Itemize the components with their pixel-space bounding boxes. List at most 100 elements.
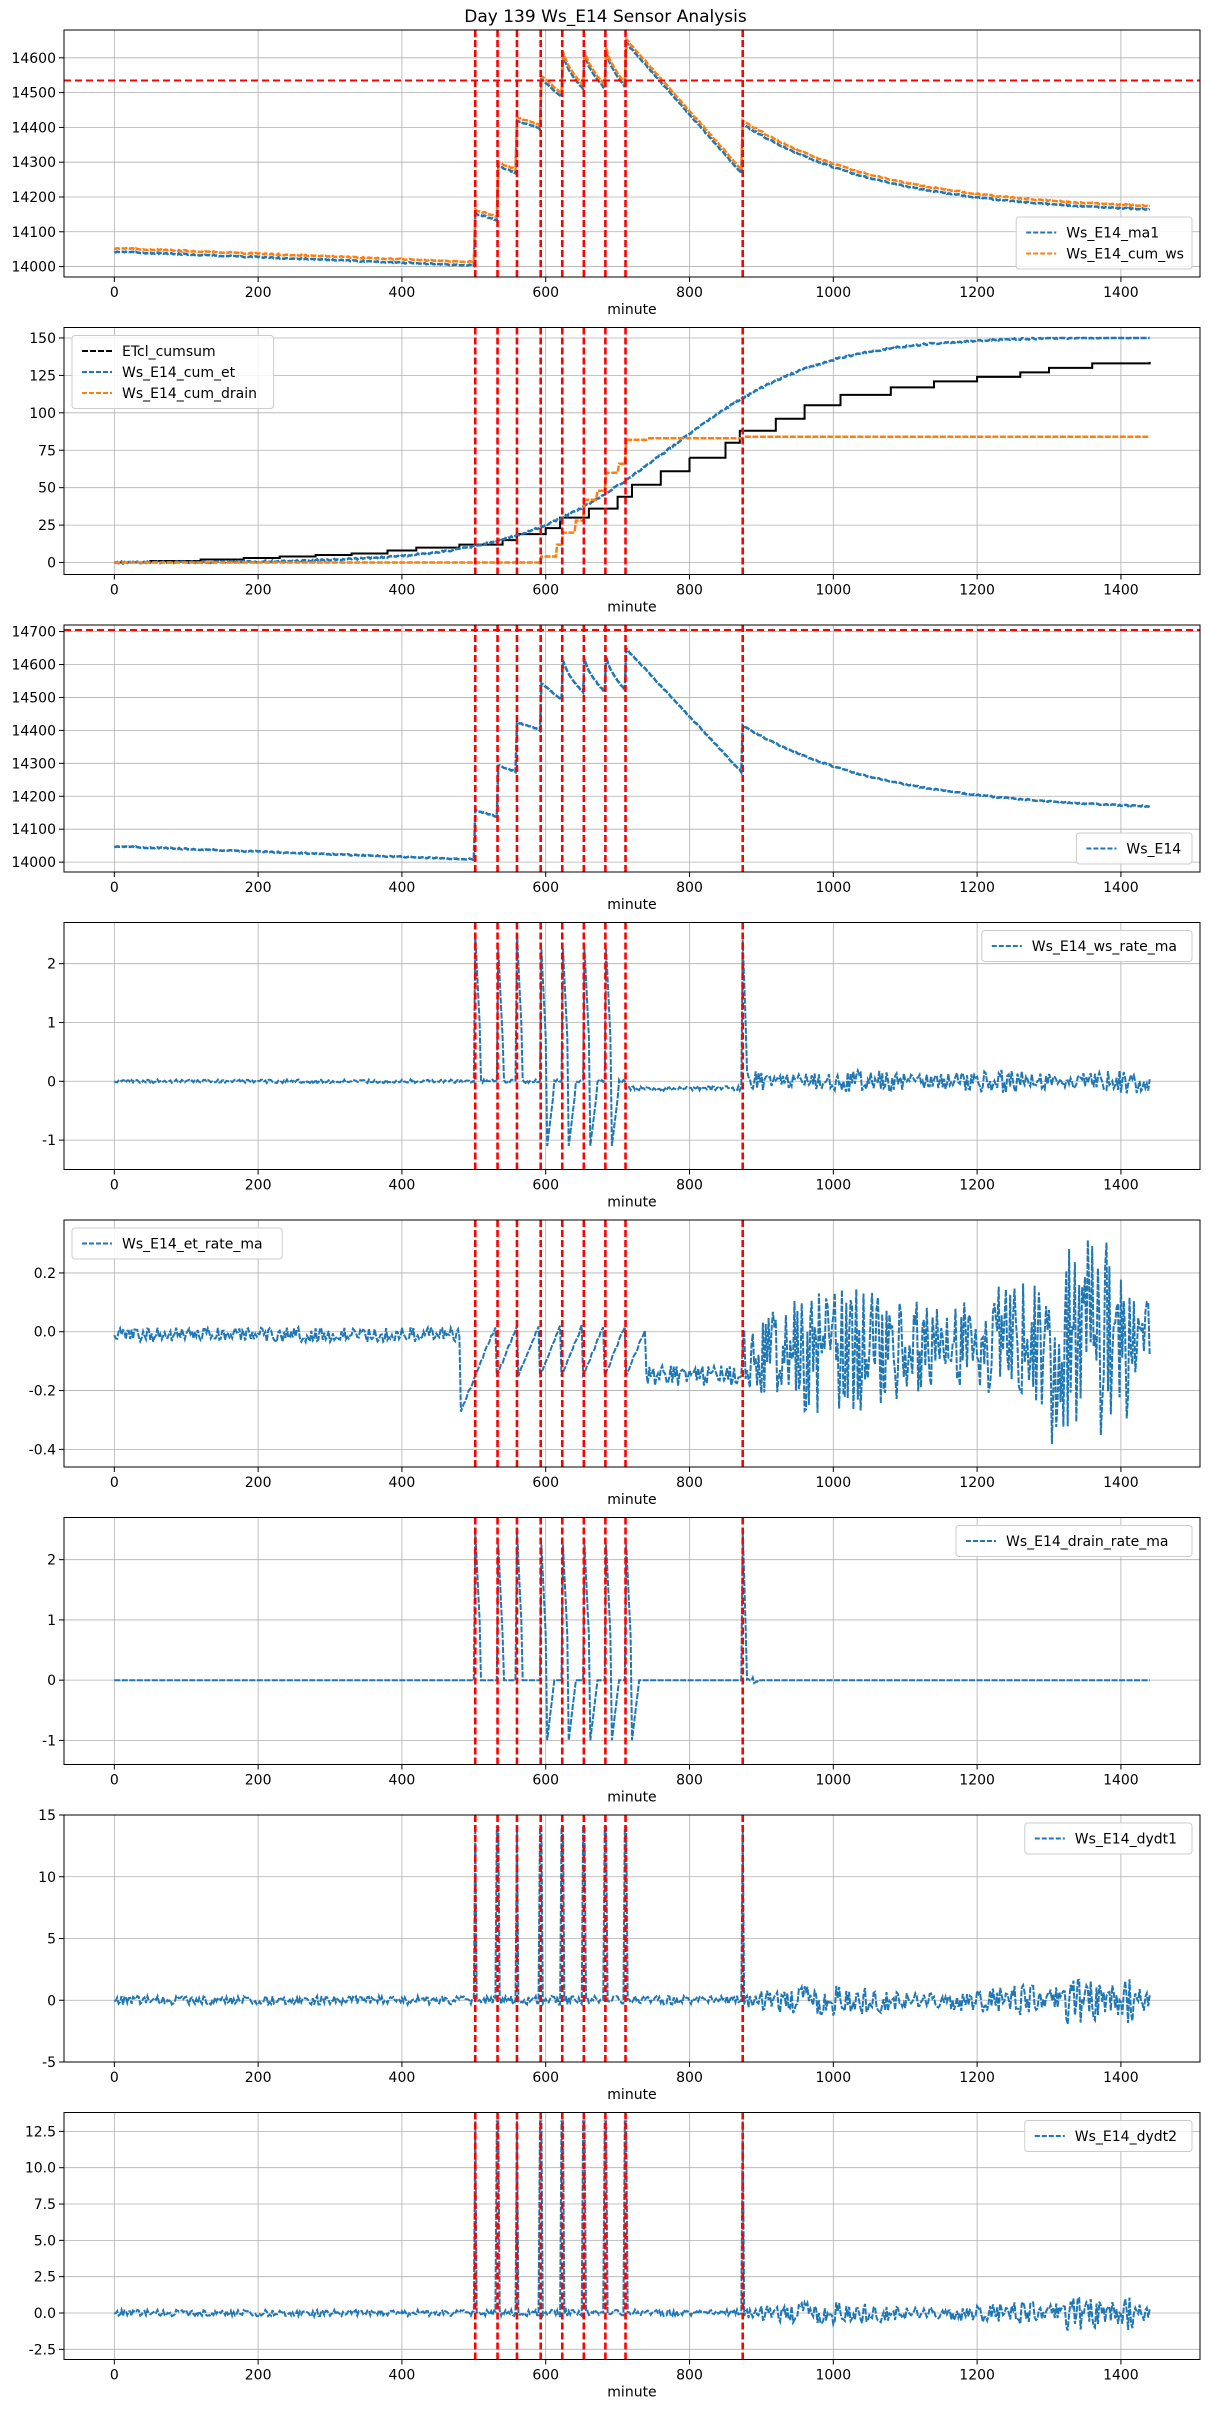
y-tick-label: 14300 bbox=[11, 155, 56, 171]
y-tick-label: 14000 bbox=[11, 260, 56, 276]
subplot-6: 0 200 400 600 800 1000 1200 1400 -1 0 1 2 minute Ws_E… bbox=[42, 1517, 1201, 1806]
x-tick-label: 200 bbox=[245, 2070, 272, 2086]
series-line-Ws_E14_cum_drain bbox=[114, 435, 1150, 564]
subplots: 0 200 400 600 800 1000 1200 1400140001410014200… bbox=[11, 29, 1201, 2401]
subplot-1: 0 200 400 600 800 1000 1200 1400 14000 14100 14200… bbox=[11, 29, 1201, 318]
y-tick-label: 14300 bbox=[11, 756, 56, 772]
y-tick-label: 5 bbox=[47, 1932, 56, 1948]
axes-frame bbox=[63, 624, 1201, 873]
legend-box bbox=[71, 335, 275, 409]
y-tick-label: 2 bbox=[47, 1553, 56, 1569]
legend-label: Ws_E14_drain_rate_ma bbox=[1006, 1534, 1168, 1550]
x-tick-label: 200 bbox=[245, 1475, 272, 1491]
y-tick-label: -0.4 bbox=[29, 1442, 56, 1458]
x-tick-label: 1400 bbox=[1103, 285, 1139, 301]
y-tick-label: 14600 bbox=[11, 658, 56, 674]
x-tick-label: 600 bbox=[532, 2070, 559, 2086]
y-tick-label: 75 bbox=[38, 443, 56, 459]
y-tick-label: 2.5 bbox=[34, 2270, 56, 2286]
y-tick-label: 14400 bbox=[11, 120, 56, 136]
x-tick-label: 400 bbox=[389, 1475, 416, 1491]
y-tick-label: -1 bbox=[42, 1733, 56, 1749]
legend-box bbox=[1024, 2120, 1193, 2152]
y-tick-label: 14600 bbox=[11, 51, 56, 67]
x-tick-label: 0 bbox=[110, 583, 119, 599]
x-tick-label: 800 bbox=[676, 880, 703, 896]
axes-frame bbox=[63, 1219, 1201, 1468]
plot-area bbox=[114, 1815, 1151, 2062]
x-tick-label: 0 bbox=[110, 1178, 119, 1194]
x-tick-label: 1000 bbox=[815, 1178, 851, 1194]
subplot-4: 0 200 400 600 800 1000 1200 1400 -1 0 1 2 minute Ws_E… bbox=[42, 922, 1201, 1211]
x-tick-label: 1000 bbox=[815, 2368, 851, 2384]
legend-box bbox=[71, 1227, 283, 1260]
y-tick-label: 14200 bbox=[11, 789, 56, 805]
y-tick-label: 14700 bbox=[11, 625, 56, 641]
x-tick-label: 800 bbox=[676, 1475, 703, 1491]
x-tick-label: 600 bbox=[532, 880, 559, 896]
legend-label: Ws_E14_cum_et bbox=[122, 365, 236, 381]
legend: Ws_E14 bbox=[1075, 832, 1193, 865]
x-tick-label: 400 bbox=[389, 2070, 416, 2086]
x-tick-label: 400 bbox=[389, 1178, 416, 1194]
axes-frame bbox=[63, 1517, 1201, 1765]
x-tick-label: 200 bbox=[245, 880, 272, 896]
plot-area bbox=[114, 2112, 1151, 2360]
x-axis-label: minute bbox=[607, 1492, 656, 1508]
legend-label: Ws_E14_cum_ws bbox=[1066, 247, 1184, 263]
legend-label: Ws_E14_dydt1 bbox=[1075, 1832, 1177, 1848]
legend-label: ETcl_cumsum bbox=[122, 344, 216, 360]
x-axis-label: minute bbox=[607, 2385, 656, 2401]
y-tick-label: 14000 bbox=[11, 855, 56, 871]
plot-area bbox=[64, 30, 1200, 277]
y-tick-label: 0.2 bbox=[34, 1266, 56, 1282]
x-tick-label: 800 bbox=[676, 2368, 703, 2384]
y-tick-label: 50 bbox=[38, 481, 56, 497]
y-tick-label: 14400 bbox=[11, 723, 56, 739]
x-tick-label: 600 bbox=[532, 285, 559, 301]
y-tick-label: 25 bbox=[38, 518, 56, 534]
x-axis-label: minute bbox=[607, 302, 656, 318]
y-tick-label: -2.5 bbox=[29, 2342, 56, 2358]
x-tick-label: 600 bbox=[532, 2368, 559, 2384]
y-tick-label: 0 bbox=[47, 1673, 56, 1689]
x-tick-label: 1200 bbox=[959, 2070, 995, 2086]
x-tick-label: 1000 bbox=[815, 1475, 851, 1491]
y-tick-label: -0.2 bbox=[29, 1384, 56, 1400]
x-tick-label: 1000 bbox=[815, 1773, 851, 1789]
x-tick-label: 800 bbox=[676, 583, 703, 599]
plot-area bbox=[114, 327, 1151, 575]
legend-box bbox=[1015, 216, 1193, 270]
subplot-2: 0 200 400 600 800 1000 1200 1400 0 25 50 75 100 125 15… bbox=[29, 327, 1201, 616]
plot-area bbox=[113, 1220, 1151, 1467]
y-tick-label: 2 bbox=[47, 957, 56, 973]
axes-frame bbox=[63, 29, 1201, 278]
y-tick-label: 14200 bbox=[11, 190, 56, 206]
series-line-Ws_E14_drain_rate_ma bbox=[114, 1529, 1150, 1741]
x-tick-label: 400 bbox=[389, 583, 416, 599]
x-tick-label: 200 bbox=[245, 2368, 272, 2384]
x-tick-label: 600 bbox=[532, 1475, 559, 1491]
y-tick-label: -5 bbox=[42, 2055, 56, 2071]
x-tick-label: 1000 bbox=[815, 285, 851, 301]
legend: ETcl_cumsum Ws_E14_cum_et Ws_E14_cum_drain bbox=[71, 335, 275, 409]
subplot-5: 0 200 400 600 800 1000 1200 1400 -0.4 -0.2 0.0 0.2 m… bbox=[29, 1219, 1201, 1508]
x-tick-label: 1400 bbox=[1103, 1178, 1139, 1194]
y-tick-label: 0 bbox=[47, 1074, 56, 1090]
legend-box bbox=[955, 1525, 1193, 1557]
y-tick-label: 14500 bbox=[11, 86, 56, 102]
x-tick-label: 1400 bbox=[1103, 1475, 1139, 1491]
y-tick-label: 12.5 bbox=[25, 2124, 56, 2140]
y-tick-label: 0 bbox=[47, 1993, 56, 2009]
legend-box bbox=[981, 930, 1193, 962]
legend-label: Ws_E14_cum_drain bbox=[122, 386, 257, 402]
x-tick-label: 600 bbox=[532, 1178, 559, 1194]
x-tick-label: 1000 bbox=[815, 880, 851, 896]
series-line-Ws_E14 bbox=[113, 646, 1151, 862]
x-tick-label: 0 bbox=[110, 2368, 119, 2384]
series-line-Ws_E14_ws_rate_ma bbox=[113, 934, 1151, 1147]
x-tick-label: 0 bbox=[110, 285, 119, 301]
x-tick-label: 1400 bbox=[1103, 2070, 1139, 2086]
x-tick-label: 0 bbox=[110, 880, 119, 896]
y-tick-label: 100 bbox=[29, 406, 56, 422]
